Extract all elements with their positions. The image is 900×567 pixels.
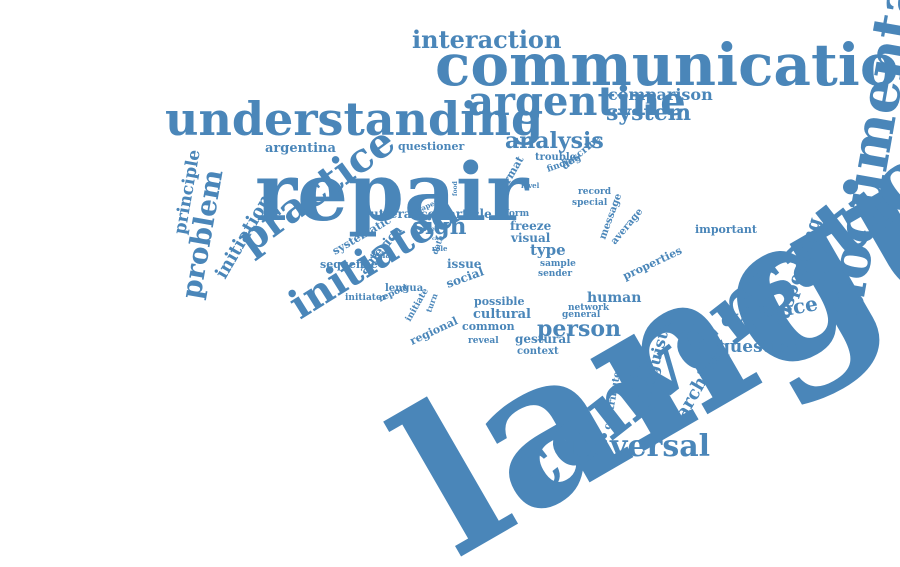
cloud-word-special: special xyxy=(572,198,608,208)
cloud-word-initiator: initiator xyxy=(345,293,387,303)
cloud-word-issue: issue xyxy=(447,257,482,271)
cloud-word-common: common xyxy=(462,320,515,333)
cloud-word-utterance: utterance xyxy=(370,207,436,221)
cloud-word-possible: possible xyxy=(474,295,524,308)
cloud-word-communication: communication xyxy=(435,31,900,99)
cloud-word-record: record xyxy=(578,187,612,197)
cloud-word-questioner: questioner xyxy=(398,140,464,153)
cloud-word-article: article xyxy=(448,207,492,221)
cloud-word-code: code xyxy=(419,226,435,233)
cloud-word-argentine: argentine xyxy=(468,78,686,125)
cloud-word-repair: repair xyxy=(255,145,529,239)
cloud-word-argentina: argentina xyxy=(265,141,336,156)
cloud-word-general: general xyxy=(562,310,601,320)
cloud-word-important: important xyxy=(695,223,758,236)
cloud-word-type: type xyxy=(530,241,566,259)
cloud-word-sender: sender xyxy=(538,269,572,279)
cloud-word-context: context xyxy=(517,346,559,357)
cloud-word-level: level xyxy=(521,181,540,190)
cloud-word-understanding: understanding xyxy=(165,92,543,146)
cloud-word-comparison: comparison xyxy=(608,85,713,104)
cloud-word-human: human xyxy=(587,290,641,306)
cloud-word-trouble: trouble xyxy=(535,152,576,163)
cloud-word-interaction: interaction xyxy=(412,25,561,54)
cloud-word-se-as: señas xyxy=(370,250,396,260)
cloud-word-role: role xyxy=(432,244,448,253)
cloud-word-analysis: analysis xyxy=(505,128,604,154)
cloud-word-network: network xyxy=(568,303,610,313)
cloud-word-sequence: sequence xyxy=(320,258,378,271)
cloud-word-food: food xyxy=(452,180,459,196)
cloud-word-case: case xyxy=(432,236,444,242)
cloud-word-sample: sample xyxy=(540,259,576,269)
cloud-word-visual: visual xyxy=(510,231,551,245)
cloud-word-universal: universal xyxy=(555,429,710,464)
cloud-word-form: form xyxy=(505,209,530,219)
cloud-word-person: person xyxy=(537,316,621,342)
cloud-word-lengua: lengua xyxy=(385,283,424,294)
cloud-word-gestural: gestural xyxy=(515,332,571,346)
cloud-word-question: question xyxy=(718,337,801,357)
cloud-word-cultural: cultural xyxy=(473,307,531,322)
cloud-word-reveal: reveal xyxy=(468,336,499,346)
cloud-word-freeze: freeze xyxy=(510,219,552,233)
cloud-word-sign: sign xyxy=(412,213,467,240)
cloud-word-system: system xyxy=(606,100,691,126)
